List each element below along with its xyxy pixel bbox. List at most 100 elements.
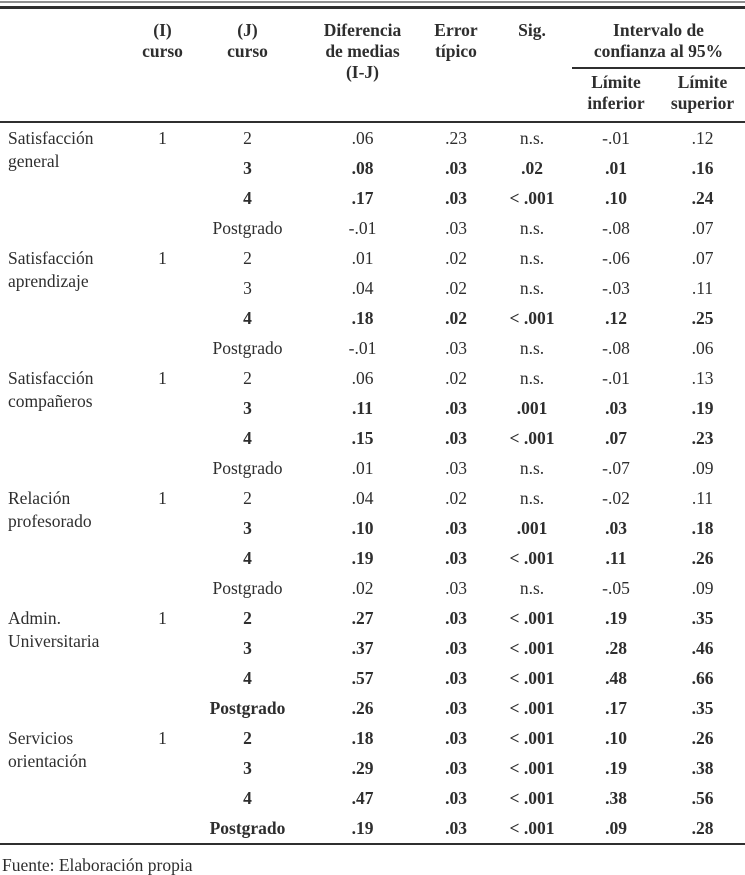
cell-diff: .04 [351,278,374,298]
cell-sig: < .001 [509,758,555,778]
table-row: Satisfacción aprendizaje 1 2 .01 .02 n.s. -.06… [0,243,745,291]
cell-sig: < .001 [509,548,555,568]
cell-upper: .38 [691,758,714,778]
cell-se: .23 [445,128,467,148]
cell-se: .03 [445,218,467,238]
cell-sig: n.s. [519,488,545,508]
header-intervalo-confianza: Intervalo de confianza al 95% [572,7,745,69]
cell-diff: .02 [351,578,374,598]
table-row: 3 .29 .03 < .001 .19 .38 [0,753,745,783]
table-row: 4 .19 .03 < .001 .11 .26 [0,543,745,573]
cell-upper: .35 [691,698,714,718]
cell-j: Postgrado [212,218,283,238]
cell-diff: -.01 [348,218,377,238]
cell-upper: .24 [691,188,714,208]
table-row: 4 .57 .03 < .001 .48 .66 [0,663,745,693]
table-row: Postgrado .19 .03 < .001 .09 .28 [0,813,745,844]
cell-diff: .15 [351,428,374,448]
cell-diff: .18 [351,728,374,748]
cell-j: 3 [243,398,252,418]
table-row: Satisfacción general 1 2 .06 .23 n.s. -.01 .12 [0,122,745,171]
table-row: Postgrado -.01 .03 n.s. -.08 .06 [0,333,745,363]
cell-sig: n.s. [519,248,545,268]
cell-upper: .18 [691,518,714,538]
table-row: 4 .15 .03 < .001 .07 .23 [0,423,745,453]
i-curso-value: 1 [158,368,167,388]
group-label: Servicios orientación [8,728,87,771]
cell-j: 4 [243,548,252,568]
cell-se: .03 [445,188,467,208]
cell-lower: .19 [605,758,627,778]
cell-lower: .11 [605,548,627,568]
table-row: 4 .47 .03 < .001 .38 .56 [0,783,745,813]
cell-se: .02 [445,368,467,388]
cell-lower: .12 [605,308,627,328]
source-note: Fuente: Elaboración propia [2,855,193,875]
posthoc-comparisons-table: (I) curso (J) curso Diferencia de medias… [0,6,745,845]
table-row: Postgrado .26 .03 < .001 .17 .35 [0,693,745,723]
cell-lower: .38 [605,788,627,808]
cell-sig: < .001 [509,698,555,718]
cell-diff: .08 [351,158,374,178]
cell-lower: .03 [605,398,627,418]
cell-sig: n.s. [519,128,545,148]
table-row: 4 .17 .03 < .001 .10 .24 [0,183,745,213]
cell-sig: < .001 [509,728,555,748]
i-curso-value: 1 [158,728,167,748]
cell-j: Postgrado [212,338,283,358]
header-j-curso: (J) curso [190,7,305,123]
cell-se: .03 [445,698,467,718]
cell-upper: .16 [691,158,714,178]
group-label: Satisfacción general [8,128,94,171]
table-row: Admin. Universitaria 1 2 .27 .03 < .001 .19 .35 [0,603,745,651]
group-label: Satisfacción compañeros [8,368,94,411]
cell-diff: .37 [351,638,374,658]
cell-upper: .23 [691,428,714,448]
cell-upper: .46 [691,638,714,658]
cell-lower: .01 [605,158,627,178]
cell-lower: .28 [605,638,627,658]
cell-sig: n.s. [519,578,545,598]
table-row: Postgrado .02 .03 n.s. -.05 .09 [0,573,745,603]
cell-diff: .11 [352,398,373,418]
table-row: 3 .37 .03 < .001 .28 .46 [0,633,745,663]
cell-lower: -.06 [602,248,630,268]
cell-j: 2 [243,128,252,148]
cell-upper: .07 [691,248,714,268]
cell-diff: .06 [351,368,374,388]
group-label: Admin. Universitaria [8,608,100,651]
cell-se: .03 [445,398,467,418]
cell-sig: < .001 [509,188,555,208]
header-diferencia-medias: Diferencia de medias (I-J) [305,7,420,123]
cell-se: .03 [445,668,467,688]
cell-diff: .27 [351,608,374,628]
table-row: 3 .10 .03 .001 .03 .18 [0,513,745,543]
cell-lower: -.01 [602,128,630,148]
cell-lower: .03 [605,518,627,538]
table-row: Postgrado -.01 .03 n.s. -.08 .07 [0,213,745,243]
cell-lower: .09 [605,818,627,838]
cell-diff: .29 [351,758,374,778]
cell-lower: -.08 [602,338,630,358]
header-i-curso: (I) curso [135,7,190,123]
table-row: 3 .04 .02 n.s. -.03 .11 [0,273,745,303]
cell-sig: < .001 [509,788,555,808]
cell-se: .03 [445,608,467,628]
cell-sig: n.s. [519,368,545,388]
cell-upper: .12 [691,128,714,148]
i-curso-value: 1 [158,488,167,508]
cell-j: Postgrado [212,458,283,478]
header-blank-cell [0,7,135,123]
cell-se: .03 [445,518,467,538]
cell-j: 4 [243,668,252,688]
table-row: Relación profesorado 1 2 .04 .02 n.s. -.02 .11 [0,483,745,531]
table-row: 3 .11 .03 .001 .03 .19 [0,393,745,423]
cell-j: 3 [243,638,252,658]
cell-j: 2 [243,488,252,508]
cell-diff: .04 [351,488,374,508]
cell-se: .03 [445,428,467,448]
cell-upper: .09 [691,578,714,598]
cell-se: .03 [445,728,467,748]
cell-j: 2 [243,368,252,388]
cell-lower: .10 [605,188,627,208]
